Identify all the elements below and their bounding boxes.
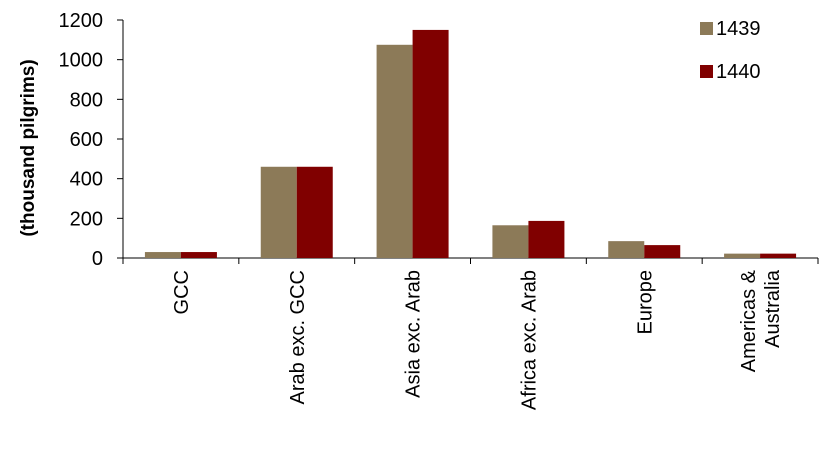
y-tick-label: 600 xyxy=(70,129,103,151)
bar-1440-3 xyxy=(528,220,565,258)
y-axis-label: (thousand pilgrims) xyxy=(18,59,39,236)
x-tick-label: Arab exc. GCC xyxy=(287,270,309,404)
x-tick-label: Africa exc. Arab xyxy=(518,270,540,410)
x-tick-label: Australia xyxy=(762,269,784,348)
bar-1439-1 xyxy=(260,166,297,258)
bar-1440-1 xyxy=(296,166,333,258)
legend: 1439 1440 xyxy=(700,18,761,83)
bars xyxy=(144,29,797,258)
axes xyxy=(117,19,819,264)
bar-1439-4 xyxy=(608,241,645,258)
legend-label-1440: 1440 xyxy=(716,61,761,83)
x-tick-label: Asia exc. Arab xyxy=(403,270,425,398)
bar-1439-2 xyxy=(376,44,413,258)
y-tick-label: 800 xyxy=(70,89,103,111)
bar-1440-4 xyxy=(644,245,681,258)
y-tick-labels: 0 200 400 600 800 1000 1200 xyxy=(59,10,104,270)
y-tick-label: 0 xyxy=(92,248,103,270)
y-tick-label: 1000 xyxy=(59,50,104,72)
y-tick-label: 1200 xyxy=(59,10,104,32)
y-tick-label: 400 xyxy=(70,169,103,191)
bar-1439-3 xyxy=(492,225,529,258)
legend-swatch-1439 xyxy=(700,22,713,35)
bar-1440-5 xyxy=(760,253,797,258)
bar-1440-0 xyxy=(180,252,217,258)
legend-label-1439: 1439 xyxy=(716,18,761,40)
bar-1439-5 xyxy=(724,253,761,258)
legend-swatch-1440 xyxy=(700,65,713,78)
bar-1440-2 xyxy=(412,29,449,258)
bar-1439-0 xyxy=(144,252,181,258)
x-tick-labels: GCC Arab exc. GCC Asia exc. Arab Africa exc… xyxy=(171,269,784,410)
x-tick-label: Europe xyxy=(634,270,656,335)
y-tick-label: 200 xyxy=(70,208,103,230)
x-tick-label: Americas & xyxy=(738,269,760,372)
x-tick-label: GCC xyxy=(171,270,193,314)
